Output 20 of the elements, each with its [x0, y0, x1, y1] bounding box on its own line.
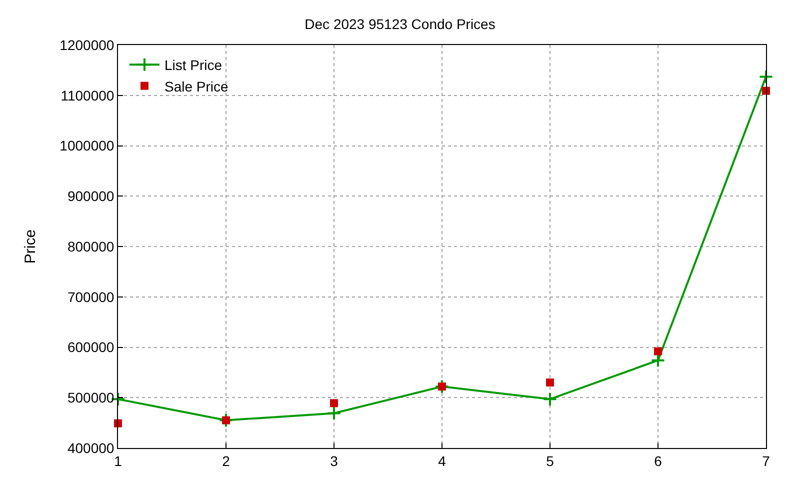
chart-title: Dec 2023 95123 Condo Prices: [304, 16, 496, 32]
x-tick-label: 6: [654, 452, 662, 469]
x-tick-label: 5: [546, 452, 554, 469]
y-tick-label: 1100000: [60, 87, 114, 104]
y-tick-label: 600000: [67, 339, 114, 356]
y-tick-label: 1200000: [60, 36, 114, 53]
x-tick-label: 4: [438, 452, 446, 469]
y-axis-title: Price: [22, 229, 39, 264]
y-tick-label: 1000000: [60, 138, 114, 154]
x-tick-label: 2: [222, 452, 230, 469]
x-tick-label: 3: [330, 452, 338, 469]
legend-label: Sale Price: [164, 78, 228, 94]
x-tick-label: 1: [114, 452, 122, 469]
y-tick-label: 700000: [67, 288, 114, 305]
legend-label: List Price: [164, 57, 222, 74]
x-tick-label: 7: [762, 452, 770, 469]
y-tick-label: 900000: [67, 188, 114, 204]
y-tick-label: 500000: [67, 390, 114, 406]
y-tick-label: 400000: [67, 440, 114, 456]
y-tick-label: 800000: [67, 238, 114, 254]
